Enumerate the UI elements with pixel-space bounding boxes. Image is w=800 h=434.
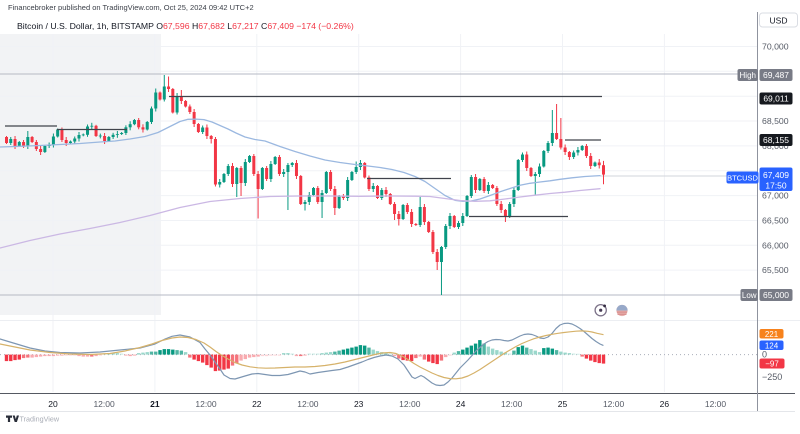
- svg-text:12:00: 12:00: [705, 399, 727, 409]
- svg-text:124: 124: [765, 341, 779, 350]
- svg-text:12:00: 12:00: [195, 399, 217, 409]
- svg-text:66,500: 66,500: [762, 216, 789, 226]
- svg-text:68,155: 68,155: [763, 135, 789, 145]
- svg-text:0: 0: [762, 350, 767, 360]
- svg-text:USD: USD: [770, 16, 788, 26]
- svg-text:High: High: [740, 71, 756, 80]
- svg-text:66,000: 66,000: [762, 240, 789, 250]
- svg-text:Low: Low: [742, 291, 757, 300]
- svg-text:12:00: 12:00: [93, 399, 115, 409]
- svg-text:12:00: 12:00: [399, 399, 421, 409]
- svg-text:22: 22: [252, 399, 262, 409]
- svg-text:25: 25: [558, 399, 568, 409]
- svg-text:21: 21: [150, 399, 160, 409]
- svg-text:67,409: 67,409: [763, 170, 789, 180]
- svg-text:24: 24: [456, 399, 466, 409]
- svg-text:67,000: 67,000: [762, 191, 789, 201]
- svg-text:12:00: 12:00: [603, 399, 625, 409]
- svg-text:69,487: 69,487: [763, 70, 789, 80]
- svg-text:23: 23: [354, 399, 364, 409]
- svg-text:69,011: 69,011: [763, 94, 789, 104]
- svg-text:20: 20: [48, 399, 58, 409]
- svg-text:Financebroker published on Tra: Financebroker published on TradingView.c…: [8, 3, 254, 12]
- svg-text:26: 26: [660, 399, 670, 409]
- svg-text:65,500: 65,500: [762, 265, 789, 275]
- svg-text:TradingView: TradingView: [20, 415, 60, 424]
- svg-text:Bitcoin / U.S. Dollar, 1h, BIT: Bitcoin / U.S. Dollar, 1h, BITSTAMP O67,…: [17, 21, 354, 31]
- svg-text:12:00: 12:00: [297, 399, 319, 409]
- svg-text:−97: −97: [765, 360, 779, 369]
- svg-text:12:00: 12:00: [501, 399, 523, 409]
- svg-text:68,500: 68,500: [762, 116, 789, 126]
- svg-text:17:50: 17:50: [765, 181, 787, 191]
- svg-text:70,000: 70,000: [762, 42, 789, 52]
- svg-text:221: 221: [765, 330, 779, 339]
- svg-text:65,000: 65,000: [763, 290, 789, 300]
- svg-text:BTCUSD: BTCUSD: [727, 174, 758, 183]
- svg-text:−250: −250: [762, 372, 782, 382]
